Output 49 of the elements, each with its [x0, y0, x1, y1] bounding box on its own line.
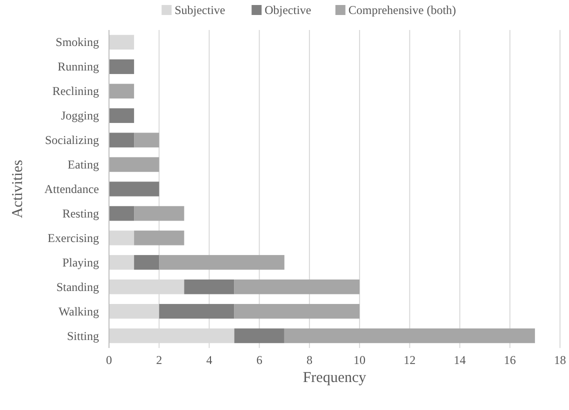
x-tick-label: 10 [354, 353, 366, 367]
bar [134, 132, 160, 148]
legend-label: Comprehensive (both) [348, 3, 456, 17]
legend-label: Subjective [174, 3, 226, 17]
bar [109, 157, 160, 172]
bar [134, 255, 160, 270]
y-tick-label: Eating [68, 158, 99, 172]
x-tick-label: 0 [106, 353, 112, 367]
y-tick-label: Sitting [66, 328, 99, 343]
bar [284, 328, 535, 344]
bar [109, 230, 134, 246]
bar [159, 304, 234, 319]
bar [109, 59, 134, 74]
y-tick-label: Standing [56, 280, 99, 294]
x-tick-label: 14 [454, 353, 466, 367]
y-tick-label: Smoking [56, 35, 99, 50]
y-tick-label: Attendance [44, 182, 99, 196]
y-tick-label: Jogging [60, 108, 99, 123]
bar [109, 84, 134, 98]
x-tick-label: 4 [206, 353, 212, 367]
y-tick-label: Running [58, 60, 99, 74]
bar [159, 255, 284, 270]
x-tick-label: 16 [504, 353, 516, 367]
y-tick-label: Reclining [52, 84, 99, 98]
y-tick-label: Walking [58, 304, 99, 318]
bar [184, 280, 234, 294]
y-tick-label: Socializing [45, 133, 99, 148]
bar [234, 328, 284, 344]
x-tick-label: 12 [404, 353, 416, 367]
bar [134, 206, 184, 221]
bar [109, 206, 134, 221]
bar [109, 34, 134, 50]
x-tick-label: 2 [156, 353, 162, 367]
y-axis-title: Activities [10, 160, 26, 218]
x-axis-title: Frequency [302, 370, 367, 386]
bar [109, 132, 134, 148]
bar [234, 280, 360, 294]
x-tick-label: 18 [554, 353, 566, 367]
bar [109, 255, 134, 270]
bar [234, 304, 360, 319]
bar [109, 108, 134, 123]
bar [109, 182, 160, 196]
x-tick-label: 8 [306, 353, 312, 367]
y-tick-label: Resting [62, 206, 99, 220]
bar [134, 230, 184, 246]
y-tick-label: Exercising [48, 230, 99, 245]
legend-label: Objective [264, 3, 312, 17]
x-tick-label: 6 [256, 353, 262, 367]
y-tick-label: Playing [62, 255, 99, 270]
